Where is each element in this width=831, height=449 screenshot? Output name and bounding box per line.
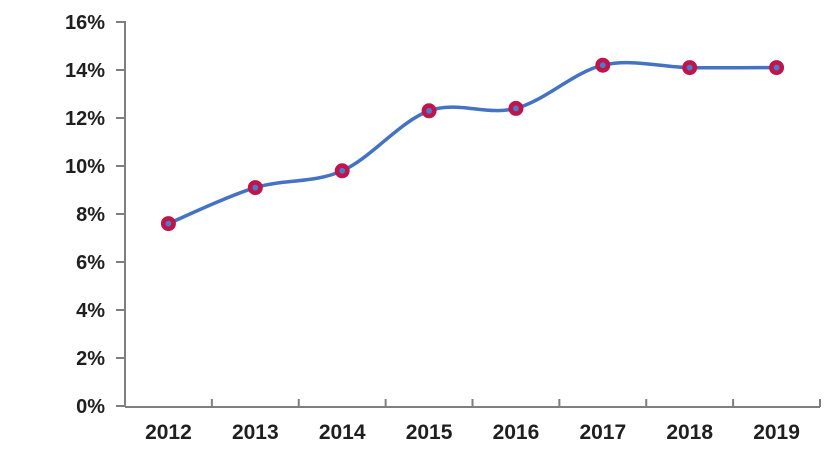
x-axis-tick-label: 2017 xyxy=(579,421,626,444)
x-axis-tick-label: 2016 xyxy=(493,421,540,444)
data-point-marker xyxy=(334,163,350,179)
y-axis-tick-label: 10% xyxy=(65,156,105,178)
data-point-marker xyxy=(595,57,611,73)
y-axis-tick-label: 16% xyxy=(65,12,105,34)
data-point-marker xyxy=(160,216,176,232)
data-point-marker xyxy=(247,180,263,196)
x-axis-tick-label: 2013 xyxy=(232,421,279,444)
data-point-marker xyxy=(421,103,437,119)
x-axis-tick-label: 2018 xyxy=(666,421,713,444)
x-axis-tick-label: 2014 xyxy=(319,421,366,444)
y-axis-tick-label: 8% xyxy=(76,204,105,226)
data-point-marker xyxy=(682,60,698,76)
y-axis-tick-label: 12% xyxy=(65,108,105,130)
x-axis-tick-label: 2015 xyxy=(406,421,453,444)
y-axis-tick-label: 4% xyxy=(76,300,105,322)
x-axis-tick-label: 2012 xyxy=(145,421,192,444)
x-axis-tick-label: 2019 xyxy=(753,421,800,444)
data-point-marker xyxy=(508,100,524,116)
y-axis-tick-label: 14% xyxy=(65,60,105,82)
y-axis-tick-label: 2% xyxy=(76,348,105,370)
y-axis-tick-label: 0% xyxy=(76,396,105,418)
data-point-marker xyxy=(769,60,785,76)
y-axis-tick-label: 6% xyxy=(76,252,105,274)
series-line xyxy=(166,60,779,226)
